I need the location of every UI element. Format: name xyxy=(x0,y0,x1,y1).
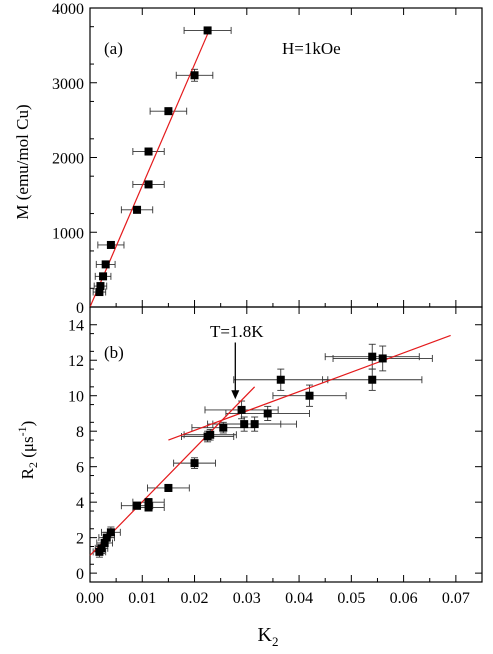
data-point xyxy=(106,240,115,249)
ylabel-sub: 2 xyxy=(26,462,40,468)
data-point xyxy=(219,423,228,432)
panel-b-arrow xyxy=(231,342,240,400)
panel-b-y-tick-label: 14 xyxy=(68,318,84,335)
panel-a-fit-lines xyxy=(89,30,210,308)
panel-b-y-axis-label: R2 (μs-1) xyxy=(15,421,40,480)
x-tick-label: 0.06 xyxy=(390,590,418,607)
panel-a-y-tick-label: 0 xyxy=(76,300,84,317)
panel-b-y-tick-label: 6 xyxy=(76,460,84,477)
data-point xyxy=(164,107,173,116)
data-point xyxy=(144,180,153,189)
data-point xyxy=(190,459,199,468)
x-tick-label: 0.04 xyxy=(285,590,313,607)
data-point xyxy=(95,288,104,297)
panel-a-error-bars xyxy=(92,26,232,296)
panel-a-ticks: 0 1000 2000 3000 4000 xyxy=(52,1,482,317)
x-tick-label: 0.00 xyxy=(76,590,104,607)
panel-b-frame xyxy=(89,306,483,583)
ylabel-sup: -1 xyxy=(15,426,29,436)
panel-a: (a) H=1kOe M (emu/mol Cu) 0 1000 2000 3000 4… xyxy=(13,1,483,317)
panel-a-y-tick-label: 4000 xyxy=(52,1,84,18)
data-point xyxy=(305,391,314,400)
arrow-head xyxy=(231,390,240,400)
data-point xyxy=(190,71,199,80)
data-point xyxy=(99,272,108,281)
xlabel-main: K xyxy=(258,624,273,646)
data-point xyxy=(263,409,272,418)
data-point xyxy=(378,354,387,363)
fit-line xyxy=(168,334,451,441)
data-point xyxy=(240,420,249,429)
panel-b-y-tick-label: 4 xyxy=(76,495,84,512)
panel-a-annotation: H=1kOe xyxy=(282,39,341,58)
data-point xyxy=(276,375,285,384)
data-point xyxy=(206,430,215,439)
data-point xyxy=(164,483,173,492)
data-point xyxy=(144,503,153,512)
ylabel-main: R xyxy=(18,467,37,479)
panel-a-y-tick-label: 1000 xyxy=(52,225,84,242)
x-tick-label: 0.03 xyxy=(233,590,261,607)
data-point xyxy=(100,538,109,547)
panel-b-y-tick-label: 12 xyxy=(68,353,84,370)
x-tick-label: 0.07 xyxy=(442,590,470,607)
data-point xyxy=(144,147,153,156)
panel-b-annotation: T=1.8K xyxy=(210,322,264,341)
data-point xyxy=(203,26,212,35)
data-point xyxy=(368,375,377,384)
panel-b-y-tick-label: 2 xyxy=(76,531,84,548)
data-point xyxy=(368,352,377,361)
panel-a-label: (a) xyxy=(104,39,123,58)
panel-a-points xyxy=(95,26,212,297)
x-axis-label: K2 xyxy=(258,624,279,649)
x-tick-label: 0.02 xyxy=(181,590,209,607)
panel-b-points xyxy=(95,352,387,556)
data-point xyxy=(133,205,142,214)
panel-b-label: (b) xyxy=(104,343,124,362)
panel-a-y-tick-label: 2000 xyxy=(52,151,84,168)
data-point xyxy=(97,544,106,553)
data-point xyxy=(250,420,259,429)
data-point xyxy=(102,533,111,542)
ylabel-unit-close: ) xyxy=(18,421,37,427)
panel-a-y-axis-label: M (emu/mol Cu) xyxy=(13,104,32,219)
panel-a-y-tick-label: 3000 xyxy=(52,76,84,93)
data-point xyxy=(101,260,110,269)
panel-b-ticks: 0 2 4 6 8 10 12 14 0.00 0.01 0.02 0.03 0.04 0.05 0.06 0… xyxy=(68,307,482,607)
data-point xyxy=(237,405,246,414)
fit-line xyxy=(89,30,210,308)
panel-b-fit-lines xyxy=(89,334,451,556)
x-tick-label: 0.01 xyxy=(128,590,156,607)
panel-b-y-tick-label: 10 xyxy=(68,389,84,406)
fit-line xyxy=(89,386,256,556)
xlabel-sub: 2 xyxy=(272,634,279,649)
ylabel-unit-open: (μs xyxy=(18,436,37,462)
data-point xyxy=(106,528,115,537)
data-point xyxy=(133,501,142,510)
panel-b-y-tick-label: 8 xyxy=(76,424,84,441)
data-point xyxy=(96,282,105,291)
data-point xyxy=(144,498,153,507)
panel-b-y-tick-label: 0 xyxy=(76,566,84,583)
x-tick-label: 0.05 xyxy=(337,590,365,607)
panel-b-error-bars xyxy=(92,343,433,558)
